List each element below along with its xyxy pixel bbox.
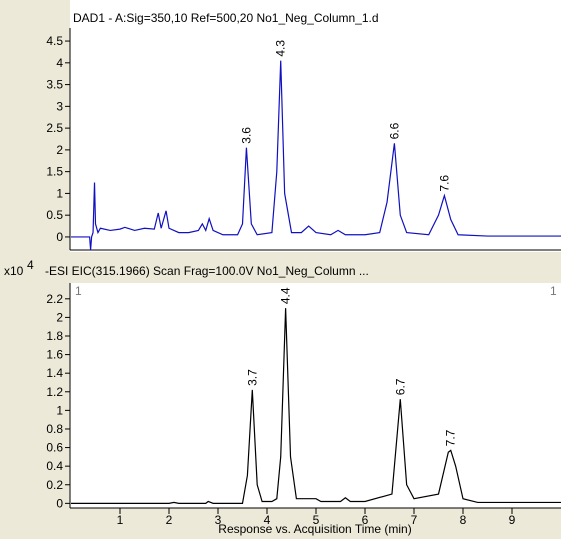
x-tick-label: 9 (509, 513, 516, 527)
y-tick-label: 1 (56, 186, 63, 200)
y-tick-label: 0.5 (46, 208, 63, 222)
y-tick-label: 0.2 (46, 478, 63, 492)
top-title: DAD1 - A:Sig=350,10 Ref=500,20 No1_Neg_C… (73, 11, 379, 25)
y-tick-label: 4.5 (46, 34, 63, 48)
y-tick-label: 1.6 (46, 348, 63, 362)
y-tick-label: 1 (56, 403, 63, 417)
y-tick-label: 0 (56, 230, 63, 244)
y-tick-label: 0.6 (46, 441, 63, 455)
peak-label: 3.6 (239, 127, 253, 144)
x-tick-label: 3 (215, 513, 222, 527)
corner-label: 1 (550, 284, 557, 298)
x-tick-label: 5 (313, 513, 320, 527)
trace (71, 308, 561, 504)
peak-label: 7.6 (437, 175, 451, 192)
peak-label: 4.3 (274, 40, 288, 57)
x-tick-label: 1 (117, 513, 124, 527)
x-tick-label: 4 (264, 513, 271, 527)
y-multiplier: x10 (4, 264, 24, 278)
y-tick-label: 0.8 (46, 422, 63, 436)
trace (71, 60, 561, 251)
x-tick-label: 7 (411, 513, 418, 527)
y-exponent: 4 (27, 258, 34, 272)
y-tick-label: 2 (56, 143, 63, 157)
peak-label: 4.4 (279, 287, 293, 304)
peak-label: 7.7 (444, 429, 458, 446)
corner-label: 1 (75, 284, 82, 298)
y-tick-label: 1.4 (46, 366, 63, 380)
peak-label: 6.7 (393, 378, 407, 395)
top-panel (70, 0, 561, 252)
y-tick-label: 0 (56, 496, 63, 510)
y-tick-label: 3 (56, 99, 63, 113)
bottom-panel (70, 283, 561, 508)
x-tick-label: 6 (362, 513, 369, 527)
y-tick-label: 2.2 (46, 292, 63, 306)
peak-label: 6.6 (387, 122, 401, 139)
y-tick-label: 0.4 (46, 459, 63, 473)
y-tick-label: 1.2 (46, 385, 63, 399)
x-axis-label: Response vs. Acquisition Time (min) (218, 522, 411, 536)
x-tick-label: 8 (460, 513, 467, 527)
x-tick-label: 2 (166, 513, 173, 527)
y-tick-label: 2.5 (46, 121, 63, 135)
y-tick-label: 3.5 (46, 78, 63, 92)
y-tick-label: 1.5 (46, 165, 63, 179)
y-tick-label: 4 (56, 56, 63, 70)
y-tick-label: 1.8 (46, 329, 63, 343)
y-tick-label: 2 (56, 310, 63, 324)
peak-label: 3.7 (245, 369, 259, 386)
bottom-title: -ESI EIC(315.1966) Scan Frag=100.0V No1_… (45, 264, 369, 278)
